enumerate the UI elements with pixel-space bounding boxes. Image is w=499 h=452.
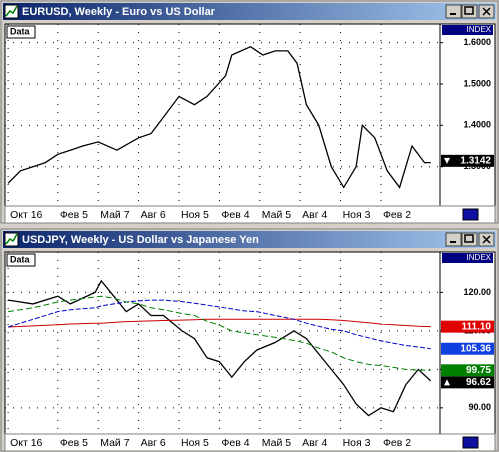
x-tick-label: Фев 2	[383, 209, 411, 221]
price-marker-label: 111.10	[462, 321, 492, 332]
data-label: Data	[10, 26, 31, 36]
price-line	[8, 279, 432, 417]
x-tick-label: Фев 5	[60, 209, 88, 221]
price-marker	[441, 342, 494, 355]
maximize-glyph	[464, 234, 474, 243]
x-tick-label: Авг 4	[302, 437, 327, 449]
x-tick-label: Май 7	[100, 209, 129, 221]
last-price-label: 96.62	[466, 377, 491, 388]
minimize-button[interactable]	[445, 4, 462, 19]
maximize-glyph	[464, 6, 474, 15]
x-tick-label: Окт 16	[10, 437, 42, 449]
scroll-icon[interactable]	[462, 436, 479, 449]
last-price-marker	[441, 154, 494, 167]
price-marker	[441, 364, 494, 377]
y-tick-label: 1.5000	[463, 78, 491, 88]
scroll-icon[interactable]	[462, 208, 479, 221]
x-tick-label: Ноя 3	[343, 209, 371, 221]
minimize-button[interactable]	[445, 232, 462, 247]
price-line	[7, 45, 431, 189]
x-tick-label: Май 5	[262, 437, 291, 449]
moving-average	[7, 299, 431, 350]
price-marker-label: 105.36	[460, 343, 491, 354]
x-tick-label: Ноя 5	[181, 209, 209, 221]
window-icon-glyph	[5, 5, 18, 17]
price-axis	[439, 23, 496, 207]
close-glyph	[482, 235, 491, 244]
x-tick-label: Ноя 5	[181, 437, 209, 449]
y-tick-label: 1.6000	[463, 37, 491, 47]
last-price-arrow	[444, 157, 450, 164]
time-axis	[4, 205, 496, 224]
last-price-marker	[441, 376, 494, 389]
last-price-label: 1.3142	[460, 155, 491, 166]
data-box	[6, 253, 36, 267]
x-tick-label: Окт 16	[10, 209, 42, 221]
x-tick-label: Фев 2	[383, 437, 411, 449]
title-bar	[3, 231, 496, 248]
plot-area	[4, 23, 441, 207]
x-tick-label: Фев 4	[221, 437, 249, 449]
last-price-arrow	[444, 379, 450, 386]
close-glyph	[482, 7, 491, 16]
x-tick-label: Авг 6	[141, 209, 166, 221]
x-tick-label: Ноя 3	[343, 437, 371, 449]
x-tick-label: Фев 4	[221, 209, 249, 221]
moving-average	[8, 318, 431, 328]
y-tick-label: 90.00	[468, 402, 491, 412]
x-tick-label: Май 7	[100, 437, 129, 449]
data-box	[6, 25, 36, 39]
plot-area	[4, 251, 441, 435]
y-tick-label: 120.00	[463, 287, 491, 297]
x-tick-label: Авг 4	[302, 209, 327, 221]
y-tick-label: 1.4000	[463, 120, 491, 130]
index-label: INDEX	[467, 253, 492, 262]
x-tick-label: Авг 6	[141, 437, 166, 449]
window-title: EURUSD, Weekly - Euro vs US Dollar	[22, 6, 216, 18]
time-axis	[4, 433, 496, 452]
index-label: INDEX	[467, 25, 492, 34]
price-marker-label: 99.75	[466, 365, 491, 376]
title-bar	[3, 3, 496, 20]
price-marker	[441, 320, 494, 333]
window-title: USDJPY, Weekly - US Dollar vs Japanese Y…	[22, 234, 259, 246]
data-label: Data	[10, 254, 31, 264]
index-box	[442, 25, 493, 35]
window-icon-glyph	[5, 233, 18, 245]
x-tick-label: Май 5	[262, 209, 291, 221]
moving-average	[8, 295, 431, 371]
x-tick-label: Фев 5	[60, 437, 88, 449]
index-box	[442, 253, 493, 263]
